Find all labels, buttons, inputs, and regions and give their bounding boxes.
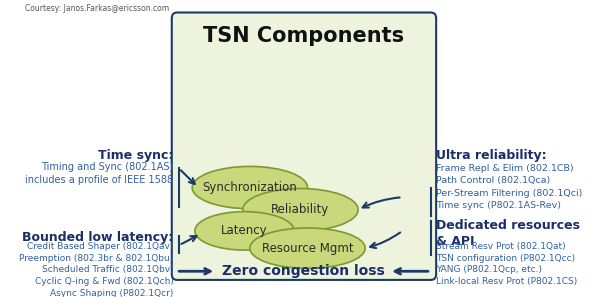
- Text: Frame Repl & Elim (802.1CB): Frame Repl & Elim (802.1CB): [436, 164, 574, 173]
- Ellipse shape: [250, 228, 365, 268]
- Text: Bounded low latency:: Bounded low latency:: [22, 231, 174, 244]
- Text: Path Control (802.1Qca): Path Control (802.1Qca): [436, 176, 550, 185]
- Text: Link-local Resv Prot (P802.1CS): Link-local Resv Prot (P802.1CS): [436, 277, 577, 286]
- Text: Synchronization: Synchronization: [202, 181, 297, 194]
- Text: Courtesy: Janos.Farkas@ericsson.com: Courtesy: Janos.Farkas@ericsson.com: [26, 4, 170, 13]
- Text: YANG (P802.1Qcp, etc.): YANG (P802.1Qcp, etc.): [436, 266, 542, 274]
- Text: Per-Stream Filtering (802.1Qci): Per-Stream Filtering (802.1Qci): [436, 189, 583, 198]
- Text: Zero congestion loss: Zero congestion loss: [221, 264, 384, 278]
- Text: Timing and Sync (802.1AS): Timing and Sync (802.1AS): [41, 162, 174, 172]
- Text: includes a profile of IEEE 1588: includes a profile of IEEE 1588: [26, 175, 174, 185]
- Text: Dedicated resources
& API: Dedicated resources & API: [436, 219, 580, 248]
- Text: TSN Components: TSN Components: [204, 26, 405, 46]
- Ellipse shape: [243, 189, 358, 231]
- Text: Async Shaping (P802.1Qcr): Async Shaping (P802.1Qcr): [50, 289, 174, 297]
- Text: Resource Mgmt: Resource Mgmt: [261, 242, 353, 255]
- Text: Latency: Latency: [221, 224, 268, 237]
- Text: Reliability: Reliability: [271, 203, 330, 216]
- Text: Stream Resv Prot (802.1Qat): Stream Resv Prot (802.1Qat): [436, 242, 566, 251]
- Ellipse shape: [192, 166, 307, 209]
- Text: Cyclic Q-ing & Fwd (802.1Qch): Cyclic Q-ing & Fwd (802.1Qch): [35, 277, 174, 286]
- Text: Credit Based Shaper (802.1Qav): Credit Based Shaper (802.1Qav): [27, 242, 174, 251]
- Text: Preemption (802.3br & 802.1Qbu): Preemption (802.3br & 802.1Qbu): [19, 254, 174, 263]
- Text: TSN configuration (P802.1Qcc): TSN configuration (P802.1Qcc): [436, 254, 576, 263]
- Text: Time sync (P802.1AS-Rev): Time sync (P802.1AS-Rev): [436, 201, 561, 210]
- Text: Ultra reliability:: Ultra reliability:: [436, 149, 547, 162]
- FancyBboxPatch shape: [172, 12, 436, 280]
- Ellipse shape: [195, 212, 294, 250]
- Text: Time sync:: Time sync:: [98, 149, 174, 162]
- Text: Scheduled Traffic (802.1Qbv): Scheduled Traffic (802.1Qbv): [42, 266, 174, 274]
